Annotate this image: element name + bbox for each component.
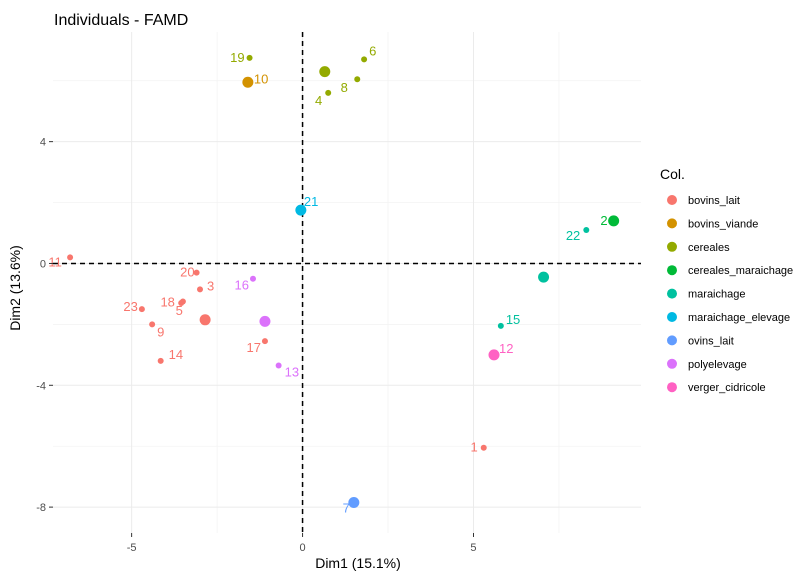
- individual-point: [157, 357, 164, 364]
- group-mean-point: [488, 349, 500, 361]
- y-tick-label: 0: [40, 258, 46, 270]
- individual-point: [249, 275, 256, 282]
- y-tick-label: 4: [40, 137, 46, 149]
- legend-label: maraichage: [688, 289, 745, 301]
- group-mean-point: [538, 271, 550, 283]
- group-mean-point: [295, 204, 307, 216]
- point-label: 23: [123, 299, 137, 314]
- reference-lines: [53, 32, 641, 533]
- group-mean-point: [348, 497, 360, 509]
- legend-label: bovins_lait: [688, 195, 740, 207]
- legend-key: [667, 335, 677, 346]
- point-label: 4: [315, 93, 322, 108]
- individual-point: [138, 306, 145, 313]
- point-label: 13: [285, 364, 299, 379]
- point-label: 1: [471, 440, 478, 455]
- point-label: 6: [369, 43, 376, 58]
- individual-point: [193, 269, 200, 276]
- point-label: 2: [600, 213, 607, 228]
- point-label: 16: [235, 278, 249, 293]
- individual-point: [67, 254, 74, 261]
- point-label: 10: [254, 71, 268, 86]
- x-tick-label: -5: [127, 542, 137, 554]
- point-label: 3: [207, 278, 214, 293]
- individual-point: [179, 298, 186, 305]
- point-label: 22: [566, 228, 580, 243]
- legend-label: maraichage_elevage: [688, 312, 790, 324]
- point-label: 12: [499, 341, 513, 356]
- legend-key: [667, 241, 677, 252]
- legend-label: ovins_lait: [688, 335, 734, 347]
- axis-ticks: -5 0 5 -8 -4 0 4: [36, 137, 476, 554]
- legend-key: [667, 382, 677, 393]
- point-label: 5: [176, 303, 183, 318]
- individual-point: [497, 322, 504, 329]
- legend: Col. bovins_lait bovins_viande cereales cer…: [660, 166, 793, 394]
- grid: [53, 32, 641, 533]
- individual-point: [246, 54, 253, 61]
- individual-point: [480, 444, 487, 451]
- legend-key: [667, 265, 677, 276]
- point-label: 17: [246, 340, 260, 355]
- individual-point: [275, 362, 282, 369]
- point-label: 8: [341, 80, 348, 95]
- group-mean-point: [259, 315, 271, 327]
- x-axis-title: Dim1 (15.1%): [315, 555, 401, 571]
- individual-point: [354, 76, 361, 83]
- legend-key: [667, 288, 677, 299]
- legend-key: [667, 195, 677, 205]
- individual-point: [197, 286, 203, 293]
- chart-title: Individuals - FAMD: [54, 12, 188, 29]
- legend-label: cereales_maraichage: [688, 265, 793, 277]
- legend-title: Col.: [660, 166, 685, 182]
- individual-point: [325, 89, 332, 96]
- point-label: 11: [48, 254, 62, 269]
- group-mean-point: [242, 76, 254, 88]
- legend-label: verger_cidricole: [688, 382, 766, 394]
- individual-point: [149, 321, 156, 328]
- legend-key: [667, 218, 677, 229]
- x-tick-label: 0: [299, 542, 305, 554]
- point-label: 7: [343, 501, 350, 516]
- individual-point: [361, 56, 368, 63]
- group-mean-point: [319, 66, 331, 78]
- y-axis-title: Dim2 (13.6%): [7, 245, 23, 331]
- points-layer: [67, 54, 620, 509]
- legend-label: cereales: [688, 242, 730, 254]
- point-label: 14: [169, 347, 183, 362]
- individual-point: [261, 338, 268, 345]
- legend-label: polyelevage: [688, 359, 747, 371]
- legend-label: bovins_viande: [688, 218, 758, 230]
- y-tick-label: -8: [36, 502, 46, 514]
- point-label: 9: [157, 324, 164, 339]
- legend-key: [667, 358, 677, 369]
- group-mean-point: [199, 314, 211, 326]
- point-label: 15: [506, 312, 520, 327]
- y-tick-label: -4: [36, 380, 46, 392]
- point-label: 18: [160, 295, 174, 310]
- legend-key: [667, 312, 677, 322]
- group-mean-point: [608, 215, 620, 227]
- x-tick-label: 5: [470, 542, 476, 554]
- point-label: 21: [304, 194, 318, 209]
- point-label: 19: [230, 50, 244, 65]
- point-label: 20: [180, 265, 194, 280]
- individual-point: [583, 226, 590, 233]
